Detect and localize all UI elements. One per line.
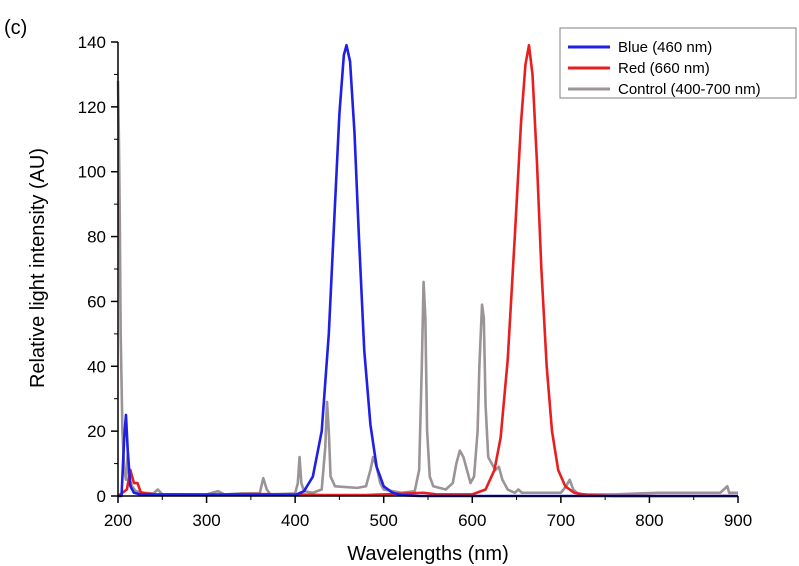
series-line-3 [116, 80, 738, 496]
y-ticks: 0 20 40 60 80 100 120 140 [78, 33, 118, 506]
legend: Blue (460 nm) Red (660 nm) Control (400-70… [559, 27, 797, 99]
y-tick-label: 60 [87, 292, 106, 311]
y-tick-label: 40 [87, 357, 106, 376]
y-tick-label: 120 [78, 98, 106, 117]
x-tick-label: 800 [635, 511, 663, 530]
x-tick-label: 600 [458, 511, 486, 530]
legend-box [559, 27, 797, 99]
x-tick-label: 900 [724, 511, 752, 530]
y-axis-title: Relative light intensity (AU) [27, 148, 49, 388]
y-tick-label: 100 [78, 163, 106, 182]
x-tick-label: 300 [192, 511, 220, 530]
x-tick-label: 200 [104, 511, 132, 530]
legend-label: Red (660 nm) [618, 60, 710, 77]
y-tick-label: 0 [97, 487, 106, 506]
legend-label: Control (400-700 nm) [618, 81, 761, 98]
legend-items: Blue (460 nm) Red (660 nm) Control (400-70… [568, 39, 761, 98]
y-tick-label: 20 [87, 422, 106, 441]
legend-label: Blue (460 nm) [618, 39, 712, 56]
x-tick-label: 500 [370, 511, 398, 530]
panel-label: (c) [4, 17, 27, 39]
y-tick-label: 140 [78, 33, 106, 52]
plot-lines [116, 43, 738, 498]
x-axis-title: Wavelengths (nm) [347, 543, 509, 565]
x-tick-label: 700 [547, 511, 575, 530]
series-line-1 [118, 43, 738, 498]
x-ticks: 200 300 400 500 600 700 800 900 [104, 496, 752, 530]
y-tick-label: 80 [87, 228, 106, 247]
x-tick-label: 400 [281, 511, 309, 530]
